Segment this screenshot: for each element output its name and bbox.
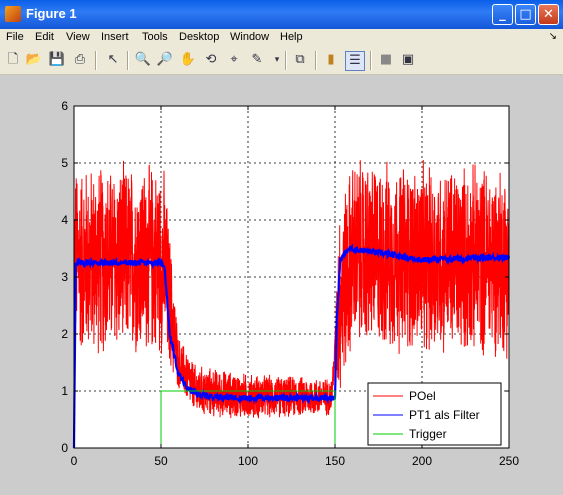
- legend-label-poel: POel: [409, 389, 436, 403]
- menu-edit[interactable]: Edit: [35, 31, 54, 43]
- menu-help[interactable]: Help: [280, 31, 303, 43]
- edit-plot-arrow-icon[interactable]: ↖: [107, 52, 119, 67]
- rotate-3d-icon[interactable]: ⟲: [205, 52, 217, 67]
- legend-box[interactable]: [367, 382, 502, 446]
- menu-bar: File Edit View Insert Tools Desktop Wind…: [0, 29, 563, 47]
- y-tick-label: 1: [61, 384, 68, 398]
- toolbar-separator: [285, 51, 287, 70]
- plot-svg: 0 50 100 150 200 250 0 1 2 3 4 5 6 POel PT1 als Filt…: [61, 99, 519, 468]
- maximize-button[interactable]: □: [515, 4, 536, 25]
- zoom-in-icon[interactable]: 🔍: [134, 52, 152, 67]
- menu-window[interactable]: Window: [230, 31, 270, 43]
- link-plot-icon[interactable]: ⧉: [295, 52, 305, 67]
- toolbar-separator: [127, 51, 129, 70]
- window-title: Figure 1: [26, 6, 77, 21]
- y-tick-label: 2: [61, 327, 68, 341]
- menu-desktop[interactable]: Desktop: [179, 31, 220, 43]
- x-tick-label: 0: [71, 454, 78, 468]
- toolbar-separator: [315, 51, 317, 70]
- legend-label-pt1: PT1 als Filter: [409, 408, 480, 422]
- close-button[interactable]: ✕: [538, 4, 559, 25]
- figure-toolbar: 🗋 📂 💾 ⎙ ↖ 🔍 🔎 ✋ ⟲ ⌖ ✎ ▾ ⧉ ▮ ☰ ■ ▣: [0, 47, 563, 75]
- menu-tools[interactable]: Tools: [142, 31, 168, 43]
- legend[interactable]: POel PT1 als Filter Trigger: [367, 382, 502, 446]
- x-tick-label: 50: [154, 454, 168, 468]
- toolbar-separator: [95, 51, 97, 70]
- y-tick-label: 3: [61, 270, 68, 284]
- series-poel-line: [73, 159, 510, 419]
- minimize-button[interactable]: _: [492, 4, 513, 25]
- legend-label-trigger: Trigger: [409, 427, 447, 441]
- brush-dropdown-icon[interactable]: ▾: [274, 55, 280, 65]
- x-tick-label: 200: [412, 454, 432, 468]
- colorbar-icon[interactable]: ▮: [327, 52, 335, 67]
- pan-hand-icon[interactable]: ✋: [179, 52, 197, 67]
- y-tick-label: 0: [61, 441, 68, 455]
- series-pt1-line: [72, 243, 511, 449]
- save-icon[interactable]: 💾: [48, 52, 66, 67]
- x-tick-label: 150: [325, 454, 345, 468]
- legend-icon[interactable]: ☰: [345, 51, 365, 71]
- show-plot-tools-icon[interactable]: ▣: [401, 52, 415, 67]
- x-tick-label: 250: [499, 454, 519, 468]
- brush-icon[interactable]: ✎: [251, 52, 263, 67]
- menu-insert[interactable]: Insert: [101, 31, 129, 43]
- zoom-out-icon[interactable]: 🔎: [156, 52, 174, 67]
- print-icon[interactable]: ⎙: [74, 52, 86, 67]
- toolbar-separator: [370, 51, 372, 70]
- new-figure-icon[interactable]: 🗋: [7, 52, 19, 67]
- hide-plot-tools-icon[interactable]: ■: [379, 52, 393, 67]
- axis-ticks: 0 50 100 150 200 250 0 1 2 3 4 5 6: [61, 99, 519, 468]
- menu-file[interactable]: File: [6, 31, 24, 43]
- title-bar: Figure 1 _ □ ✕: [0, 0, 563, 29]
- menu-overflow-arrow-icon[interactable]: ↘: [548, 31, 557, 42]
- data-cursor-icon[interactable]: ⌖: [230, 52, 238, 67]
- y-tick-label: 5: [61, 156, 68, 170]
- matlab-logo-icon: [5, 6, 21, 22]
- y-tick-label: 4: [61, 213, 68, 227]
- y-tick-label: 6: [61, 99, 68, 113]
- menu-view[interactable]: View: [66, 31, 90, 43]
- x-tick-label: 100: [238, 454, 258, 468]
- open-file-icon[interactable]: 📂: [25, 52, 43, 67]
